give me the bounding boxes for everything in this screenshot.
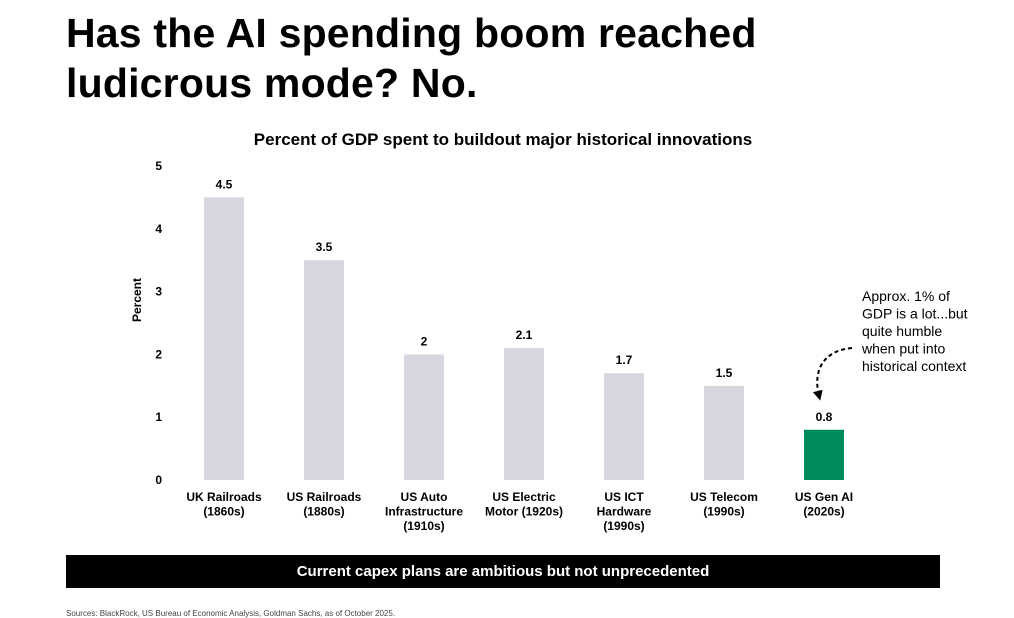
category-label: US ICT Hardware (1990s) (597, 490, 652, 533)
takeaway-banner: Current capex plans are ambitious but no… (66, 555, 940, 588)
y-tick-label: 1 (155, 410, 162, 424)
chart-title: Percent of GDP spent to buildout major h… (254, 130, 752, 149)
category-label: US Railroads (1880s) (287, 490, 362, 519)
annotation-text: Approx. 1% of GDP is a lot...but quite hum… (861, 288, 968, 374)
y-tick-label: 3 (155, 285, 162, 299)
bar-value-label: 2.1 (516, 328, 533, 342)
bar (604, 373, 644, 480)
bar (704, 385, 744, 480)
category-label: US Electric Motor (1920s) (485, 490, 563, 519)
y-tick-label: 4 (155, 222, 162, 236)
bar-value-label: 0.8 (816, 410, 833, 424)
headline: Has the AI spending boom reached ludicro… (66, 8, 966, 108)
bar (804, 429, 844, 480)
bar-value-label: 1.5 (716, 366, 733, 380)
bar (504, 348, 544, 480)
banner-text: Current capex plans are ambitious but no… (296, 563, 710, 580)
y-tick-label: 5 (155, 159, 162, 173)
annotation-arrow (812, 347, 853, 401)
bar (304, 260, 344, 480)
bars-group (204, 197, 844, 480)
y-tick-label: 0 (155, 473, 162, 487)
category-label: US Gen AI (2020s) (795, 490, 853, 519)
y-axis-ticks: 0 1 2 3 4 5 (155, 159, 162, 487)
bar-value-label: 2 (421, 334, 428, 348)
bar-value-label: 1.7 (616, 353, 633, 367)
category-label: US Auto Infrastructure (1910s) (385, 490, 463, 533)
category-labels-group: UK Railroads (1860s) US Railroads (1880s) US… (186, 490, 853, 533)
y-axis-label: Percent (130, 278, 144, 322)
sources-footnote: Sources: BlackRock, US Bureau of Economi… (66, 609, 396, 618)
y-tick-label: 2 (155, 347, 162, 361)
bar (404, 354, 444, 480)
category-label: US Telecom (1990s) (690, 490, 758, 519)
headline-line-2: ludicrous mode? No. (66, 60, 478, 106)
category-label: UK Railroads (1860s) (186, 490, 262, 519)
bar-value-label: 4.5 (216, 177, 233, 191)
annotation-group: Approx. 1% of GDP is a lot...but quite hum… (812, 288, 968, 401)
bar-value-label: 3.5 (316, 240, 333, 254)
data-labels-group: 4.5 3.5 2 2.1 1.7 1.5 0.8 (216, 177, 833, 423)
headline-line-1: Has the AI spending boom reached (66, 10, 757, 56)
bar (204, 197, 244, 480)
